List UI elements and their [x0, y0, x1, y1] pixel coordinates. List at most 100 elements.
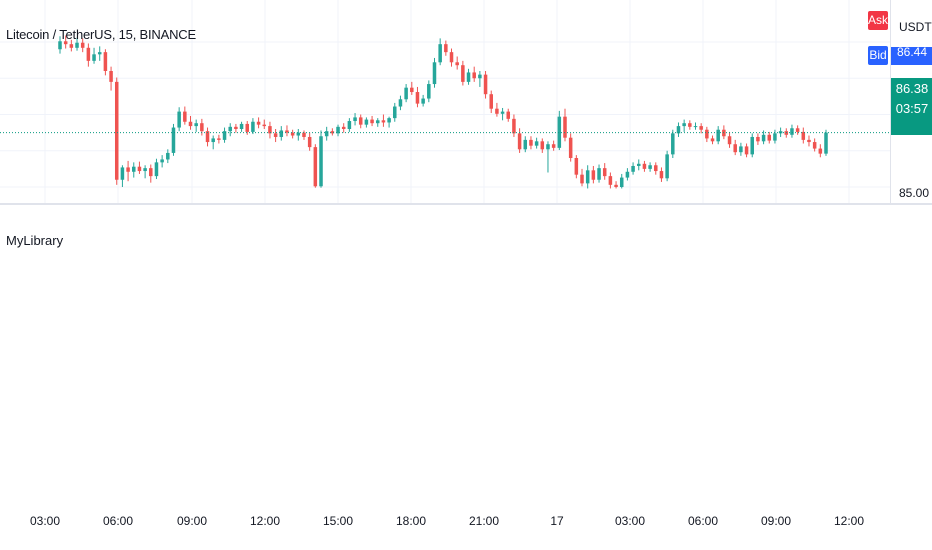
candle-body: [188, 121, 193, 127]
candle-body: [517, 133, 522, 150]
time-label: 12:00: [249, 514, 281, 528]
candle-body: [478, 74, 482, 79]
candle-body: [137, 166, 142, 172]
symbol-title[interactable]: Litecoin / TetherUS, 15, BINANCE: [6, 27, 196, 42]
candle-body: [591, 170, 596, 180]
candle-body: [398, 99, 403, 107]
candle-body: [631, 165, 635, 172]
candle-body: [75, 42, 79, 48]
candle-body: [523, 139, 528, 150]
candle-body: [727, 136, 732, 145]
candle-body: [410, 87, 414, 93]
time-label: 21:00: [468, 514, 500, 528]
candle-body: [256, 121, 261, 125]
indicator-title[interactable]: MyLibrary: [6, 233, 64, 248]
candle-body: [381, 120, 386, 123]
candle-body: [432, 62, 437, 85]
candle-body: [529, 139, 533, 146]
candle-body: [495, 108, 499, 114]
candle-body: [393, 106, 397, 119]
candle-body: [699, 126, 703, 130]
symbol-exchange: BINANCE: [139, 27, 197, 42]
candle-body: [290, 132, 295, 136]
candle-body: [307, 136, 312, 148]
candle-body: [211, 138, 215, 143]
candle-body: [619, 177, 624, 187]
candle-body: [568, 137, 573, 158]
candle-body: [103, 52, 108, 71]
candle-body: [228, 126, 232, 132]
candle-body: [557, 116, 562, 148]
candle-body: [608, 176, 613, 185]
candle-body: [739, 146, 743, 153]
candle-body: [642, 163, 647, 169]
time-axis[interactable]: 03:00 06:00 09:00 12:00 15:00 18:00 21:00 17 03:…: [0, 505, 890, 535]
candle-body: [160, 159, 164, 163]
currency-label[interactable]: USDT: [899, 20, 932, 34]
candle-body: [580, 174, 584, 184]
candle-body: [324, 131, 329, 137]
price-tick-label: 85.00: [899, 186, 930, 200]
candle-body: [602, 168, 607, 177]
candle-body: [563, 116, 567, 138]
ask-button[interactable]: Ask: [868, 11, 888, 30]
main-chart-pane[interactable]: Litecoin / TetherUS, 15, BINANCE: [0, 0, 890, 203]
bid-price-value: 86.44: [896, 47, 928, 59]
candle-body: [302, 132, 306, 137]
last-price-badge: 86.38 03:57: [891, 78, 932, 135]
candle-body: [279, 130, 284, 137]
candle-body: [387, 118, 391, 123]
candle-body: [347, 121, 352, 129]
candle-body: [750, 136, 754, 155]
candle-body: [58, 41, 62, 50]
time-label: 09:00: [760, 514, 792, 528]
candle-body: [143, 168, 147, 172]
candle-body: [648, 165, 652, 169]
time-label: 06:00: [687, 514, 719, 528]
candle-body: [461, 65, 465, 82]
candlestick-chart[interactable]: [0, 0, 890, 203]
candle-body: [370, 119, 374, 124]
candle-body: [682, 123, 686, 127]
candle-body: [790, 128, 794, 135]
candle-body: [268, 126, 272, 134]
time-label: 18:00: [395, 514, 427, 528]
candle-body: [114, 81, 119, 180]
candle-body: [546, 144, 550, 150]
candle-body: [483, 74, 488, 95]
candle-body: [358, 117, 363, 125]
candle-body: [574, 158, 579, 175]
candle-body: [818, 148, 823, 154]
time-label: 17: [550, 514, 564, 528]
time-label: 15:00: [322, 514, 354, 528]
candle-body: [251, 121, 255, 132]
price-axis[interactable]: USDT 86.44 86.38 03:57 85.00: [890, 0, 932, 203]
candle-body: [455, 62, 459, 66]
candle-body: [427, 84, 431, 99]
time-label: 06:00: [102, 514, 134, 528]
time-label: 09:00: [176, 514, 208, 528]
candle-body: [795, 128, 800, 132]
time-label: 03:00: [614, 514, 646, 528]
candle-body: [676, 126, 681, 134]
candle-body: [824, 132, 828, 154]
candle-body: [534, 141, 539, 146]
candle-body: [313, 147, 318, 187]
candle-body: [654, 165, 658, 172]
candle-body: [444, 44, 448, 53]
candle-body: [716, 129, 720, 142]
candle-body: [438, 44, 442, 63]
candle-body: [177, 111, 181, 128]
pane-separator[interactable]: [0, 203, 932, 205]
bid-button[interactable]: Bid: [868, 46, 888, 65]
candle-body: [756, 136, 760, 142]
candle-body: [540, 141, 545, 150]
candle-body: [166, 152, 170, 160]
candle-body: [472, 72, 476, 79]
candle-body: [500, 111, 505, 114]
candle-body: [506, 111, 511, 119]
candle-body: [273, 133, 278, 137]
candle-body: [262, 124, 267, 127]
candle-body: [319, 136, 323, 187]
candle-body: [239, 123, 244, 129]
